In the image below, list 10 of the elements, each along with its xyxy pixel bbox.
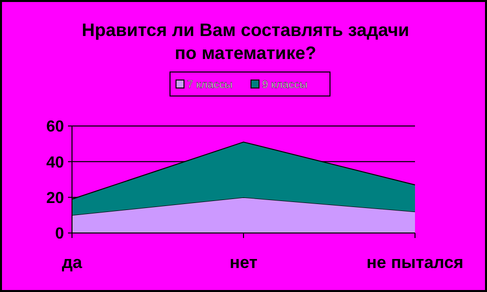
y-tick-label: 20	[46, 190, 64, 207]
legend-label: 9 классы	[262, 79, 308, 91]
chart-title: Нравится ли Вам составлять задачи по математике?	[82, 20, 410, 63]
x-tick-label: да	[62, 253, 83, 272]
y-tick-label: 0	[55, 226, 64, 243]
legend-label: 7 классы	[187, 79, 233, 91]
x-tick-label: нет	[230, 253, 258, 272]
y-tick-label: 40	[46, 154, 64, 172]
y-tick-label: 60	[46, 118, 64, 136]
x-tick-label: не пытался	[366, 253, 464, 272]
